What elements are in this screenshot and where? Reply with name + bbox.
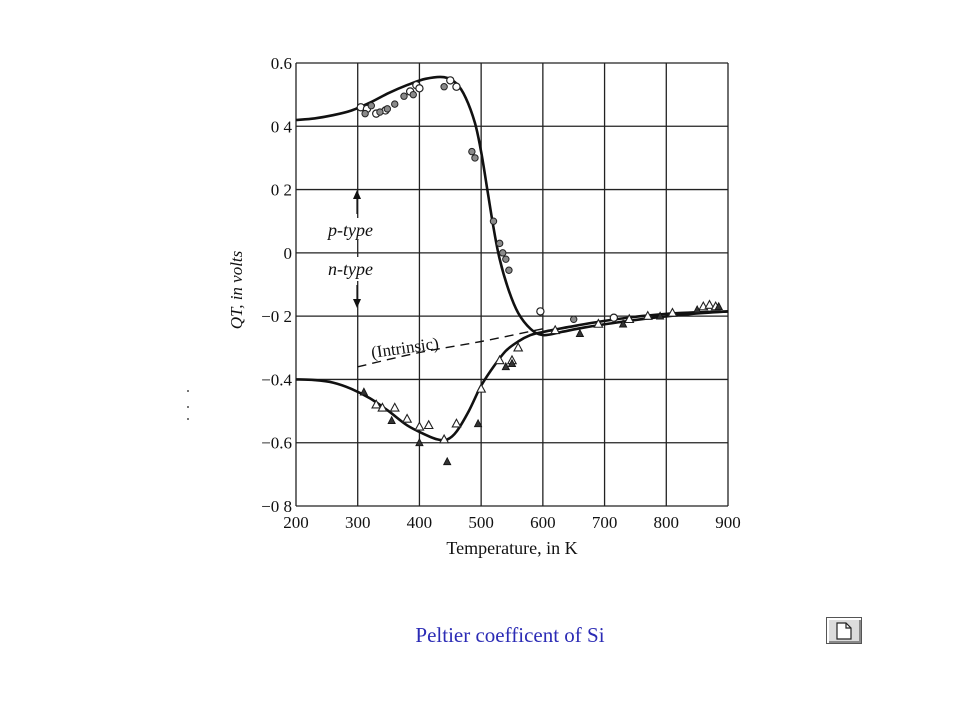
page-icon-button[interactable]	[826, 617, 862, 644]
data-point-filled-triangle	[387, 415, 396, 424]
data-point-dotted-circle	[489, 217, 498, 225]
chart-points	[356, 76, 723, 466]
x-axis-label: Temperature, in K	[446, 538, 577, 558]
x-tick-label: 400	[407, 513, 433, 532]
data-point-dotted-circle	[471, 154, 479, 162]
data-point-open-triangle	[414, 421, 425, 431]
data-point-dotted-circle	[383, 105, 392, 113]
data-point-filled-triangle	[442, 456, 452, 466]
data-point-open-triangle	[423, 419, 434, 430]
data-point-open-circle	[446, 76, 455, 85]
x-tick-label: 800	[654, 513, 680, 532]
p-type-annotation: p-type	[322, 190, 388, 240]
data-point-filled-triangle	[618, 319, 628, 328]
data-point-filled-triangle	[714, 301, 723, 311]
x-tick-label: 700	[592, 513, 618, 532]
data-point-dotted-circle	[361, 109, 369, 118]
x-tick-label: 500	[468, 513, 494, 532]
y-tick-label: 0	[284, 244, 293, 263]
x-tick-label: 200	[283, 513, 309, 532]
data-point-open-triangle	[550, 324, 561, 335]
scan-speck	[187, 406, 189, 408]
x-tick-label: 600	[530, 513, 556, 532]
data-point-open-triangle	[389, 402, 400, 412]
data-point-open-triangle	[494, 354, 505, 365]
data-point-open-triangle	[371, 399, 382, 409]
y-tick-label: −0.4	[261, 370, 292, 389]
data-point-open-triangle	[438, 433, 450, 444]
intrinsic-label: (Intrinsic)	[370, 334, 440, 362]
data-point-filled-triangle	[501, 361, 511, 371]
data-point-open-circle	[536, 307, 545, 316]
n-type-annotation: n-type	[322, 257, 388, 308]
data-point-filled-triangle	[507, 358, 517, 368]
data-point-filled-triangle	[655, 311, 665, 320]
y-tick-label: 0.6	[271, 54, 292, 73]
data-point-open-triangle	[593, 318, 604, 328]
y-tick-label: −0.6	[261, 434, 292, 453]
data-point-open-triangle	[704, 299, 715, 309]
data-point-open-triangle	[377, 402, 388, 412]
data-point-dotted-circle	[505, 266, 513, 274]
y-tick-label: 0 2	[271, 181, 292, 200]
data-point-dotted-circle	[495, 239, 504, 248]
document-page-icon	[836, 622, 852, 640]
data-point-open-triangle	[401, 413, 413, 423]
data-point-dotted-circle	[376, 108, 384, 116]
data-point-dotted-circle	[468, 147, 476, 156]
data-point-filled-triangle	[415, 437, 424, 447]
data-point-open-circle	[452, 82, 461, 91]
x-tick-label: 300	[345, 513, 371, 532]
data-point-dotted-circle	[502, 255, 510, 263]
intrinsic-dashed-curve	[357, 328, 544, 368]
data-point-filled-triangle	[359, 387, 369, 396]
y-tick-label: 0 4	[271, 117, 293, 136]
scan-speck	[187, 390, 189, 392]
data-point-dotted-circle	[391, 100, 399, 108]
data-point-dotted-circle	[570, 315, 578, 324]
chart-caption: Peltier coefficent of Si	[415, 623, 605, 647]
data-point-filled-triangle	[692, 304, 702, 314]
data-point-filled-triangle	[473, 418, 483, 428]
data-point-open-circle	[415, 84, 424, 93]
scan-speck	[187, 418, 189, 420]
y-tick-label: −0 2	[261, 307, 292, 326]
chart-grid	[295, 62, 729, 507]
chart-tick-labels: 200 300 400 500 600 700 800 900 0.6 0 4 0 2 0 −0 2 −0…	[261, 54, 741, 532]
p-type-label: p-type	[326, 220, 373, 240]
y-tick-label: −0 8	[261, 497, 292, 516]
fitted-curve	[295, 75, 729, 337]
n-type-label: n-type	[328, 259, 373, 279]
x-tick-label: 900	[715, 513, 741, 532]
data-point-dotted-circle	[499, 249, 507, 257]
y-axis-label: QT, in volts	[227, 250, 246, 329]
data-point-dotted-circle	[400, 92, 408, 100]
data-point-open-triangle	[642, 310, 653, 320]
data-point-open-triangle	[451, 418, 462, 428]
fitted-curve	[295, 310, 729, 442]
data-point-filled-triangle	[575, 328, 585, 337]
data-point-dotted-circle	[440, 83, 448, 91]
data-point-dotted-circle	[409, 90, 417, 99]
data-point-open-triangle	[667, 307, 678, 317]
data-point-open-triangle	[624, 313, 635, 324]
data-point-dotted-circle	[367, 102, 375, 110]
data-point-open-triangle	[476, 383, 487, 393]
data-point-open-triangle	[513, 342, 524, 352]
data-point-open-circle	[609, 313, 619, 322]
